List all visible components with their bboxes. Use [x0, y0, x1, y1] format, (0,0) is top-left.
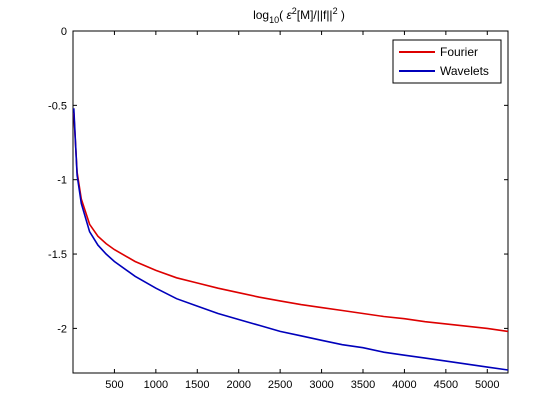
- x-tick-label: 4500: [434, 379, 458, 391]
- x-tick-label: 1500: [185, 379, 209, 391]
- series-lines: [73, 108, 509, 371]
- series-line-wavelets: [73, 108, 509, 371]
- plot-area: [72, 30, 509, 374]
- legend: Fourier Wavelets: [392, 39, 502, 84]
- x-axis: 500 1000 1500 2000 2500 3000 3500 4000 4500 5000: [105, 31, 500, 391]
- x-tick-label: 5000: [475, 379, 499, 391]
- x-tick-label: 3500: [351, 379, 375, 391]
- y-axis: 0 -0.5 -1 -1.5 -2: [48, 26, 508, 335]
- y-tick-label: -0.5: [48, 100, 67, 112]
- y-tick-label: -2: [57, 323, 67, 335]
- x-tick-label: 4000: [392, 379, 416, 391]
- x-tick-label: 2500: [268, 379, 292, 391]
- x-tick-label: 1000: [144, 379, 168, 391]
- x-tick-label: 3000: [309, 379, 333, 391]
- x-tick-label: 2000: [226, 379, 250, 391]
- legend-box: [392, 39, 502, 84]
- legend-label-fourier: Fourier: [440, 45, 478, 59]
- x-tick-label: 500: [105, 379, 123, 391]
- y-tick-label: -1.5: [48, 249, 67, 261]
- chart-title: log10( ε2[M]/||f||2 ): [253, 6, 345, 25]
- series-line-fourier: [73, 112, 509, 333]
- y-tick-label: 0: [61, 26, 67, 38]
- y-tick-label: -1: [57, 175, 67, 187]
- legend-label-wavelets: Wavelets: [440, 64, 489, 78]
